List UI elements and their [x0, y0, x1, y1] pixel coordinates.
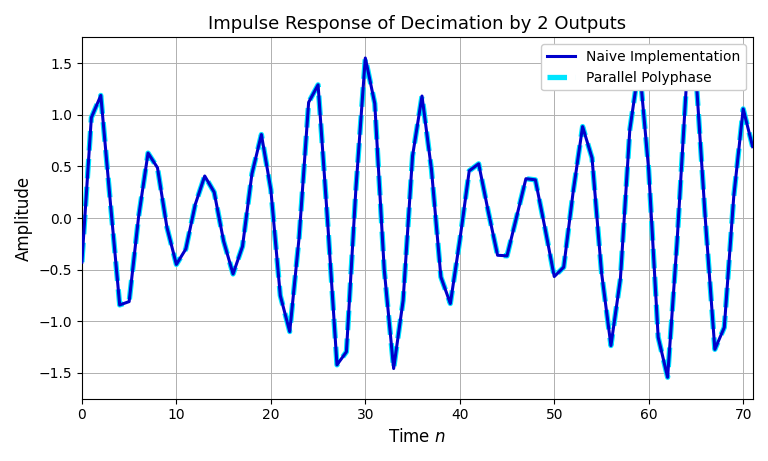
Parallel Polyphase — [511, 215, 521, 220]
Line: Naive Implementation: Naive Implementation — [82, 58, 753, 377]
Naive Implementation — [540, 225, 549, 230]
X-axis label: Time $n$: Time $n$ — [389, 428, 446, 446]
Naive Implementation — [710, 347, 720, 352]
Naive Implementation — [748, 144, 757, 149]
Naive Implementation — [361, 55, 370, 61]
Parallel Polyphase — [710, 347, 720, 352]
Parallel Polyphase — [540, 225, 549, 230]
Line: Parallel Polyphase: Parallel Polyphase — [82, 58, 753, 377]
Parallel Polyphase — [78, 260, 87, 265]
Naive Implementation — [172, 262, 181, 267]
Naive Implementation — [304, 100, 313, 105]
Parallel Polyphase — [172, 262, 181, 267]
Title: Impulse Response of Decimation by 2 Outputs: Impulse Response of Decimation by 2 Outp… — [208, 15, 627, 33]
Parallel Polyphase — [748, 144, 757, 149]
Naive Implementation — [465, 168, 474, 174]
Legend: Naive Implementation, Parallel Polyphase: Naive Implementation, Parallel Polyphase — [541, 44, 746, 90]
Naive Implementation — [78, 260, 87, 265]
Parallel Polyphase — [465, 168, 474, 174]
Parallel Polyphase — [663, 374, 672, 380]
Naive Implementation — [511, 215, 521, 220]
Y-axis label: Amplitude: Amplitude — [15, 176, 33, 260]
Parallel Polyphase — [304, 100, 313, 105]
Parallel Polyphase — [361, 55, 370, 61]
Naive Implementation — [663, 374, 672, 380]
